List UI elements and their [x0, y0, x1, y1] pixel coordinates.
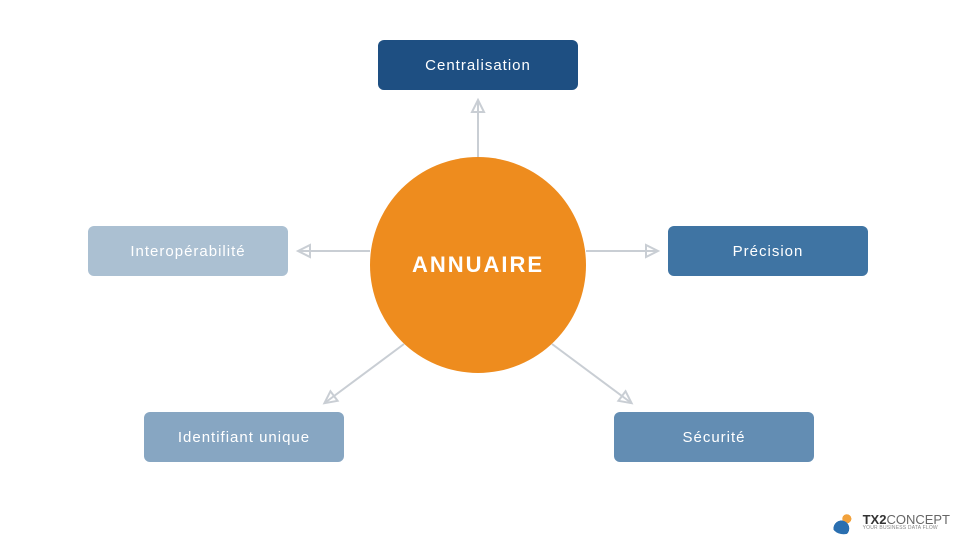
- logo-tagline: YOUR BUSINESS DATA FLOW: [863, 526, 950, 531]
- logo-swoosh-icon: [827, 506, 862, 538]
- node-label: Sécurité: [682, 429, 745, 446]
- node-label: Centralisation: [425, 57, 531, 74]
- node-centralisation: Centralisation: [378, 40, 578, 90]
- center-node: ANNUAIRE: [370, 157, 586, 373]
- node-precision: Précision: [668, 226, 868, 276]
- node-label: Identifiant unique: [178, 429, 310, 446]
- diagram-stage: ANNUAIRE Centralisation Précision Sécuri…: [0, 0, 960, 540]
- logo-text: TX2CONCEPT YOUR BUSINESS DATA FLOW: [863, 513, 950, 531]
- node-interop: Interopérabilité: [88, 226, 288, 276]
- brand-logo: TX2CONCEPT YOUR BUSINESS DATA FLOW: [831, 510, 950, 534]
- node-label: Interopérabilité: [130, 243, 245, 260]
- node-securite: Sécurité: [614, 412, 814, 462]
- node-label: Précision: [733, 243, 804, 260]
- node-identifiant: Identifiant unique: [144, 412, 344, 462]
- center-label: ANNUAIRE: [412, 252, 544, 278]
